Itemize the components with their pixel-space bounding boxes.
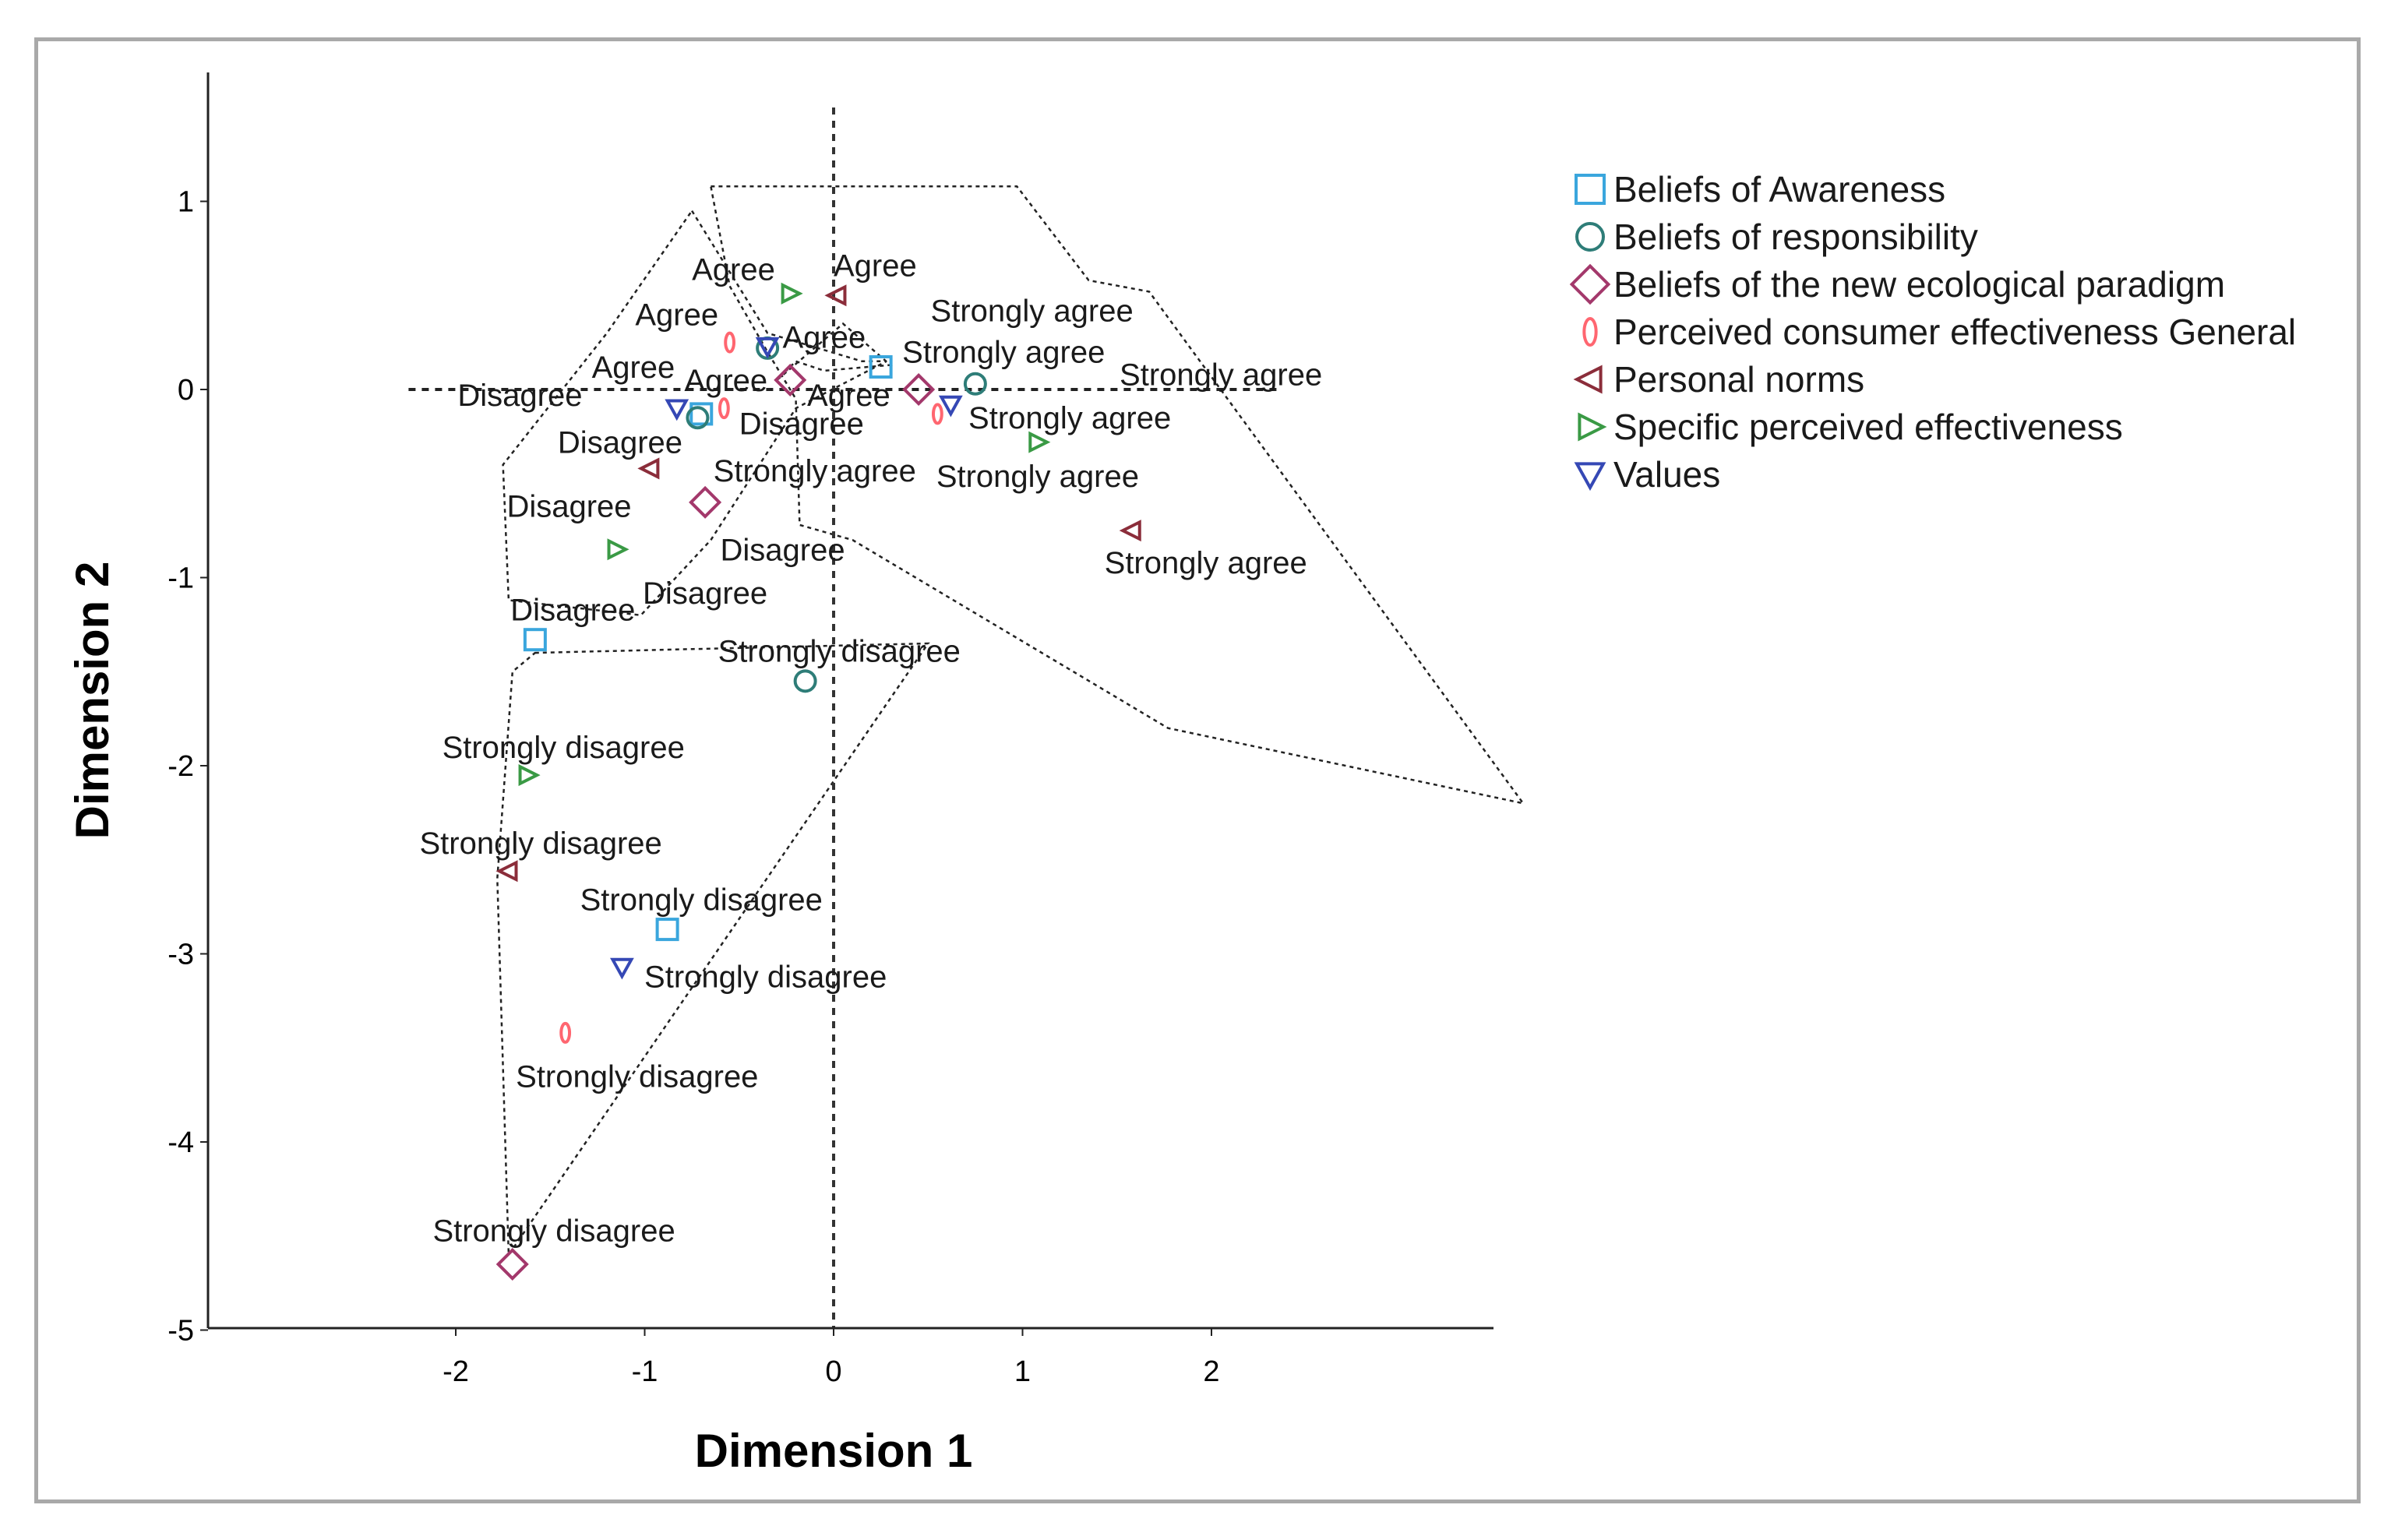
legend-marker-personal-norms xyxy=(1573,365,1603,394)
point-beliefs-of-awareness-strongly-disagree xyxy=(655,918,679,942)
point-label: Strongly disagree xyxy=(644,960,887,994)
point-label: Disagree xyxy=(457,379,582,413)
point-label: Strongly agree xyxy=(714,454,916,488)
point-label: Agree xyxy=(692,252,775,287)
point-label: Strongly agree xyxy=(931,294,1134,329)
x-tick-label: 0 xyxy=(825,1355,841,1388)
point-specific-perceived-effectiveness-strongly-disagree xyxy=(518,764,541,787)
y-axis-title: Dimension 2 xyxy=(66,562,118,840)
legend-label-beliefs-of-awareness: Beliefs of Awareness xyxy=(1613,169,1945,210)
legend-label-specific-perceived-effectiveness: Specific perceived effectiveness xyxy=(1613,407,2123,447)
point-label: Agree xyxy=(635,298,718,332)
point-label: Agree xyxy=(834,249,917,284)
point-specific-perceived-effectiveness-strongly-agree xyxy=(1028,431,1051,453)
y-tick-label: 1 xyxy=(178,186,194,219)
point-perceived-consumer-effectiveness-general-agree xyxy=(724,331,736,354)
point-label: Disagree xyxy=(643,576,767,611)
point-label: Strongly disagree xyxy=(718,635,961,669)
point-label: Strongly disagree xyxy=(432,1214,675,1249)
point-specific-perceived-effectiveness-agree xyxy=(781,282,803,305)
point-perceived-consumer-effectiveness-general-disagree xyxy=(718,397,730,420)
hull-agree xyxy=(502,209,887,617)
point-label: Strongly agree xyxy=(936,460,1139,494)
y-tick-label: -4 xyxy=(168,1126,194,1159)
point-beliefs-of-awareness-strongly-agree xyxy=(869,355,893,379)
chart-svg: -2 -1 0 1 210-1-2-3-4-5 Agree AgreeAgreeAgree… xyxy=(66,72,2296,1477)
point-label: Strongly disagree xyxy=(443,731,685,765)
data-points xyxy=(495,282,1141,1281)
legend-label-personal-norms: Personal norms xyxy=(1613,359,1864,400)
point-values-strongly-agree xyxy=(938,395,963,418)
hull-strongly-disagree xyxy=(496,642,930,1258)
point-personal-norms-strongly-agree xyxy=(1119,520,1141,542)
point-beliefs-of-responsibility-strongly-disagree xyxy=(793,669,817,693)
point-label: Strongly disagree xyxy=(580,883,823,917)
axes: -2 -1 0 1 2 1 0 -1 -2 -3 -4 -5 xyxy=(168,72,1493,1388)
point-beliefs-of-awareness-disagree xyxy=(523,628,547,652)
point-specific-perceived-effectiveness-disagree xyxy=(607,538,629,561)
x-axis-title: Dimension 1 xyxy=(695,1425,973,1477)
point-label: Strongly disagree xyxy=(419,826,661,861)
y-tick-label: -5 xyxy=(168,1315,194,1348)
point-label: Disagree xyxy=(510,594,635,628)
point-perceived-consumer-effectiveness-general-strongly-disagree xyxy=(559,1021,572,1044)
y-tick-label: -2 xyxy=(168,750,194,783)
y-tick-label: -3 xyxy=(168,939,194,971)
point-label: Disagree xyxy=(739,407,864,441)
point-label: Agree xyxy=(807,379,890,413)
point-personal-norms-strongly-disagree xyxy=(495,860,518,883)
legend-marker-beliefs-of-the-new-ecological-paradigm xyxy=(1569,263,1611,305)
point-personal-norms-disagree xyxy=(637,457,660,480)
point-label: Strongly agree xyxy=(1120,358,1322,393)
point-label: Disagree xyxy=(720,533,845,567)
point-label: Strongly disagree xyxy=(516,1059,758,1094)
point-label: Strongly agree xyxy=(902,336,1105,370)
point-beliefs-of-awareness-agree xyxy=(689,402,714,426)
point-label: Strongly agree xyxy=(968,401,1171,435)
legend-label-values: Values xyxy=(1613,454,1720,495)
y-tick-label: -1 xyxy=(168,562,194,595)
legend-marker-perceived-consumer-effectiveness-general xyxy=(1582,317,1598,347)
point-values-strongly-disagree xyxy=(610,957,634,980)
legend-label-beliefs-of-responsibility: Beliefs of responsibility xyxy=(1613,217,1978,257)
legend-marker-values xyxy=(1574,462,1606,492)
figure-frame: -2 -1 0 1 2 1 0 -1 -2 -3 -4 -5 Agree Agree Agree Agree… xyxy=(34,37,2361,1503)
point-beliefs-of-the-new-ecological-paradigm-disagree xyxy=(689,485,722,519)
legend-label-beliefs-of-the-new-ecological-paradigm: Beliefs of the new ecological paradigm xyxy=(1613,264,2225,305)
point-beliefs-of-the-new-ecological-paradigm-strongly-agree xyxy=(902,372,936,407)
point-beliefs-of-responsibility-strongly-agree xyxy=(963,372,987,396)
legend: Beliefs of Awareness Beliefs of responsib… xyxy=(1569,169,2296,495)
legend-marker-specific-perceived-effectiveness xyxy=(1578,412,1607,442)
legend-marker-beliefs-of-responsibility xyxy=(1575,222,1605,252)
point-label: Agree xyxy=(783,320,866,354)
x-tick-label: 1 xyxy=(1014,1355,1031,1388)
point-beliefs-of-the-new-ecological-paradigm-agree xyxy=(774,363,807,396)
x-tick-label: 2 xyxy=(1203,1355,1219,1388)
y-tick-label: 0 xyxy=(178,374,194,407)
x-tick-label: -2 xyxy=(443,1355,469,1388)
point-perceived-consumer-effectiveness-general-strongly-agree xyxy=(931,403,943,425)
point-label: Disagree xyxy=(506,490,631,524)
point-label: Agree xyxy=(684,364,767,398)
point-values-disagree xyxy=(665,399,689,421)
legend-marker-beliefs-of-awareness xyxy=(1575,174,1606,205)
legend-label-perceived-consumer-effectiveness-general: Perceived consumer effectiveness General xyxy=(1613,312,2296,352)
point-label: Agree xyxy=(592,351,675,385)
point-label: Disagree xyxy=(558,426,682,460)
point-personal-norms-agree xyxy=(824,284,847,307)
point-values-agree xyxy=(755,337,780,359)
point-beliefs-of-the-new-ecological-paradigm-strongly-disagree xyxy=(495,1247,529,1281)
x-tick-label: -1 xyxy=(632,1355,658,1388)
point-beliefs-of-responsibility-disagree xyxy=(686,406,710,430)
point-label: Strongly agree xyxy=(1105,546,1307,580)
